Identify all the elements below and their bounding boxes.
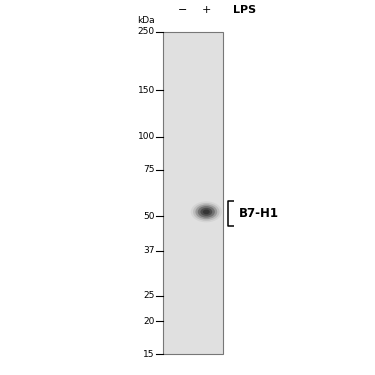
Text: 75: 75 bbox=[143, 165, 155, 174]
Text: 50: 50 bbox=[143, 212, 155, 221]
Text: 150: 150 bbox=[138, 86, 155, 95]
Text: +: + bbox=[202, 5, 211, 15]
Ellipse shape bbox=[203, 210, 210, 214]
Text: kDa: kDa bbox=[137, 16, 155, 25]
Text: 15: 15 bbox=[143, 350, 155, 359]
Ellipse shape bbox=[200, 208, 212, 216]
Text: 20: 20 bbox=[144, 317, 155, 326]
Text: 250: 250 bbox=[138, 27, 155, 36]
Text: B7-H1: B7-H1 bbox=[239, 207, 279, 220]
Ellipse shape bbox=[198, 206, 215, 218]
Ellipse shape bbox=[195, 204, 217, 219]
Bar bbox=[163, 32, 223, 354]
Text: 25: 25 bbox=[144, 291, 155, 300]
Ellipse shape bbox=[191, 201, 222, 222]
Text: 37: 37 bbox=[143, 246, 155, 255]
Ellipse shape bbox=[193, 203, 220, 221]
Text: −: − bbox=[178, 5, 187, 15]
Text: 100: 100 bbox=[138, 132, 155, 141]
Text: LPS: LPS bbox=[232, 5, 256, 15]
